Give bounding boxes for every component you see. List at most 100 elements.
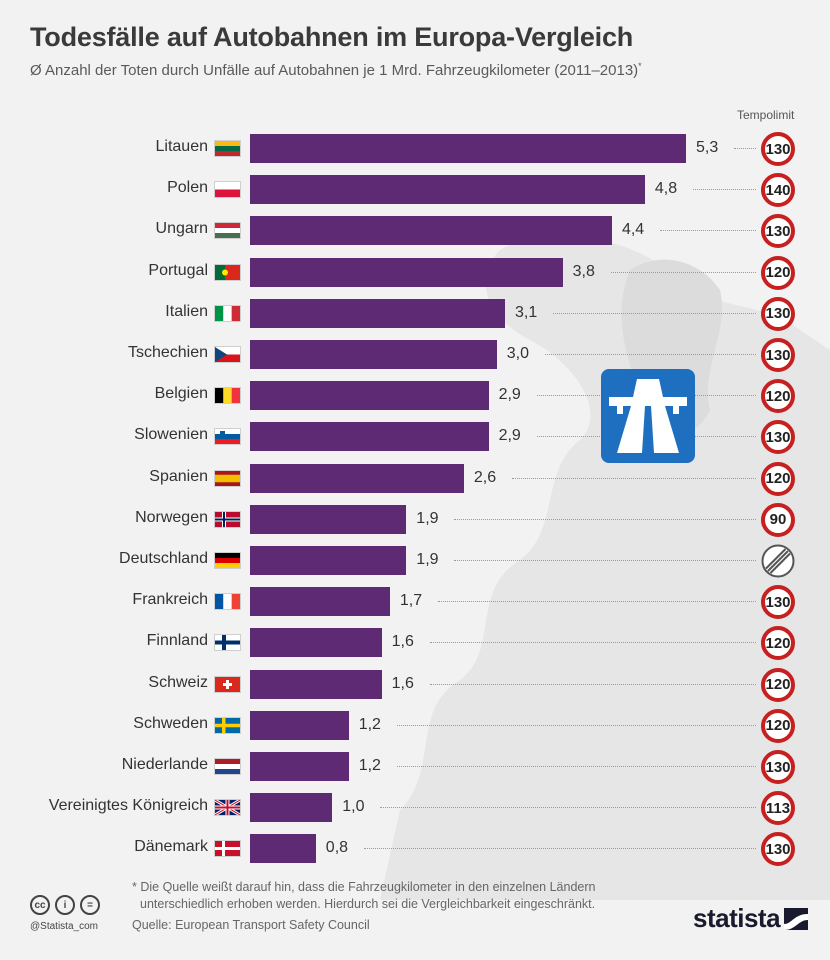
- country-label: Polen: [167, 179, 208, 197]
- bar-row: Ungarn 4,4 130: [0, 214, 830, 249]
- dotted-leader-line: [692, 189, 756, 191]
- chart-title: Todesfälle auf Autobahnen im Europa-Verg…: [30, 22, 634, 52]
- bar: [250, 381, 489, 411]
- subtitle-footnote-mark: *: [638, 61, 642, 71]
- bar-row: Finnland 1,6 120: [0, 626, 830, 661]
- bar-value-label: 3,8: [572, 262, 595, 280]
- statista-logo-icon: [784, 908, 808, 930]
- bar-value-label: 1,7: [399, 592, 423, 610]
- bar: [250, 134, 686, 163]
- bar-row: Polen 4,8 140: [0, 173, 830, 208]
- speed-limit-sign-icon: 130: [761, 585, 795, 620]
- flag-se-icon: [214, 716, 241, 734]
- country-label: Finnland: [146, 632, 208, 650]
- speed-limit-sign-icon: 130: [761, 420, 795, 455]
- bar-value-label: 1,6: [391, 674, 414, 692]
- country-label: Deutschland: [119, 550, 208, 567]
- speed-limit-sign-icon: 130: [761, 214, 795, 249]
- bar-row: Dänemark 0,8 130: [0, 832, 830, 867]
- speed-limit-sign-icon: 140: [761, 173, 795, 208]
- bar: [250, 546, 407, 575]
- bar: [250, 175, 645, 205]
- flag-pl-icon: [214, 181, 241, 199]
- country-label: Portugal: [148, 261, 208, 279]
- bar: [250, 504, 407, 534]
- cc-icon[interactable]: cc: [30, 895, 50, 915]
- speed-limit-sign-icon: 113: [761, 791, 795, 826]
- country-label: Spanien: [149, 467, 208, 485]
- bar-value-label: 1,6: [391, 633, 414, 651]
- dotted-leader-line: [429, 642, 756, 644]
- bar: [250, 216, 612, 246]
- statista-handle[interactable]: @Statista_com: [30, 921, 98, 932]
- bar-row: Vereinigtes Königreich 1,0 113: [0, 791, 830, 826]
- flag-dk-icon: [214, 840, 241, 858]
- speed-limit-sign-icon: 120: [761, 708, 795, 743]
- bar-value-label: 2,6: [473, 468, 497, 486]
- bar-value-label: 2,9: [498, 386, 521, 404]
- bar-value-label: 1,0: [342, 798, 365, 816]
- country-label: Vereinigtes Königreich: [48, 797, 208, 815]
- speed-limit-sign-icon: 130: [761, 832, 795, 867]
- statista-logo-text[interactable]: statista: [693, 903, 781, 933]
- country-label: Niederlande: [121, 756, 208, 773]
- bar: [250, 669, 382, 699]
- bar-row: Tschechien 3,0 130: [0, 338, 830, 372]
- flag-si-icon: [214, 428, 241, 446]
- autobahn-sign-icon: [601, 369, 695, 463]
- speed-limit-column-header: Tempolimit: [737, 108, 795, 122]
- nd-icon[interactable]: =: [80, 895, 100, 915]
- footnote-line-2: unterschiedlich erhoben werden. Hierdurc…: [140, 897, 596, 911]
- subtitle-text: Ø Anzahl der Toten durch Unfälle auf Aut…: [30, 62, 639, 79]
- bar-row: Italien 3,1 130: [0, 296, 830, 331]
- bar-row: Slowenien 2,9 130: [0, 420, 830, 455]
- bar: [250, 298, 506, 328]
- bar-value-label: 3,0: [506, 345, 530, 362]
- country-label: Slowenien: [134, 426, 208, 444]
- dotted-leader-line: [396, 724, 756, 726]
- country-label: Italien: [165, 302, 208, 320]
- footnote-line-1: * Die Quelle weißt darauf hin, dass die …: [132, 880, 596, 894]
- bar: [250, 340, 497, 369]
- dotted-leader-line: [454, 560, 756, 561]
- flag-lt-icon: [214, 140, 241, 157]
- dotted-leader-line: [659, 230, 756, 232]
- bar-value-label: 3,1: [515, 303, 538, 321]
- bar-value-label: 1,2: [358, 757, 381, 774]
- flag-fr-icon: [214, 593, 241, 611]
- country-label: Dänemark: [134, 838, 208, 856]
- by-icon[interactable]: i: [55, 895, 75, 915]
- bar: [250, 628, 382, 658]
- speed-limit-sign-icon: 120: [761, 379, 795, 414]
- bar-value-label: 2,9: [498, 427, 521, 445]
- bar: [250, 463, 464, 493]
- speed-limit-sign-icon: 120: [761, 667, 795, 702]
- bar: [250, 257, 563, 287]
- bar-row: Spanien 2,6 120: [0, 461, 830, 496]
- dotted-leader-line: [553, 312, 756, 314]
- country-label: Frankreich: [132, 591, 208, 609]
- flag-be-icon: [214, 387, 241, 405]
- bar-value-label: 0,8: [325, 839, 349, 857]
- dotted-leader-line: [429, 683, 756, 685]
- bar-value-label: 5,3: [696, 139, 719, 156]
- footnote: * Die Quelle weißt darauf hin, dass die …: [132, 879, 692, 913]
- bar: [250, 587, 390, 617]
- bar-value-label: 1,2: [358, 715, 381, 733]
- speed-limit-sign-icon: 130: [761, 750, 795, 784]
- bar-value-label: 1,9: [416, 551, 439, 568]
- flag-fi-icon: [214, 634, 241, 652]
- flag-hu-icon: [214, 222, 241, 240]
- chart-subtitle: Ø Anzahl der Toten durch Unfälle auf Aut…: [30, 61, 642, 79]
- dotted-leader-line: [380, 807, 756, 809]
- flag-nl-icon: [214, 758, 241, 775]
- flag-pt-icon: [214, 263, 241, 281]
- bar-value-label: 4,4: [621, 221, 645, 239]
- flag-ch-icon: [214, 675, 241, 693]
- bar-row: Litauen 5,3 130: [0, 132, 830, 166]
- country-label: Schweiz: [148, 673, 208, 691]
- speed-limit-sign-icon: 130: [761, 296, 795, 331]
- bar-row: Norwegen 1,9 90: [0, 502, 830, 537]
- country-label: Belgien: [154, 385, 208, 403]
- license-icons: cc i =: [30, 895, 100, 915]
